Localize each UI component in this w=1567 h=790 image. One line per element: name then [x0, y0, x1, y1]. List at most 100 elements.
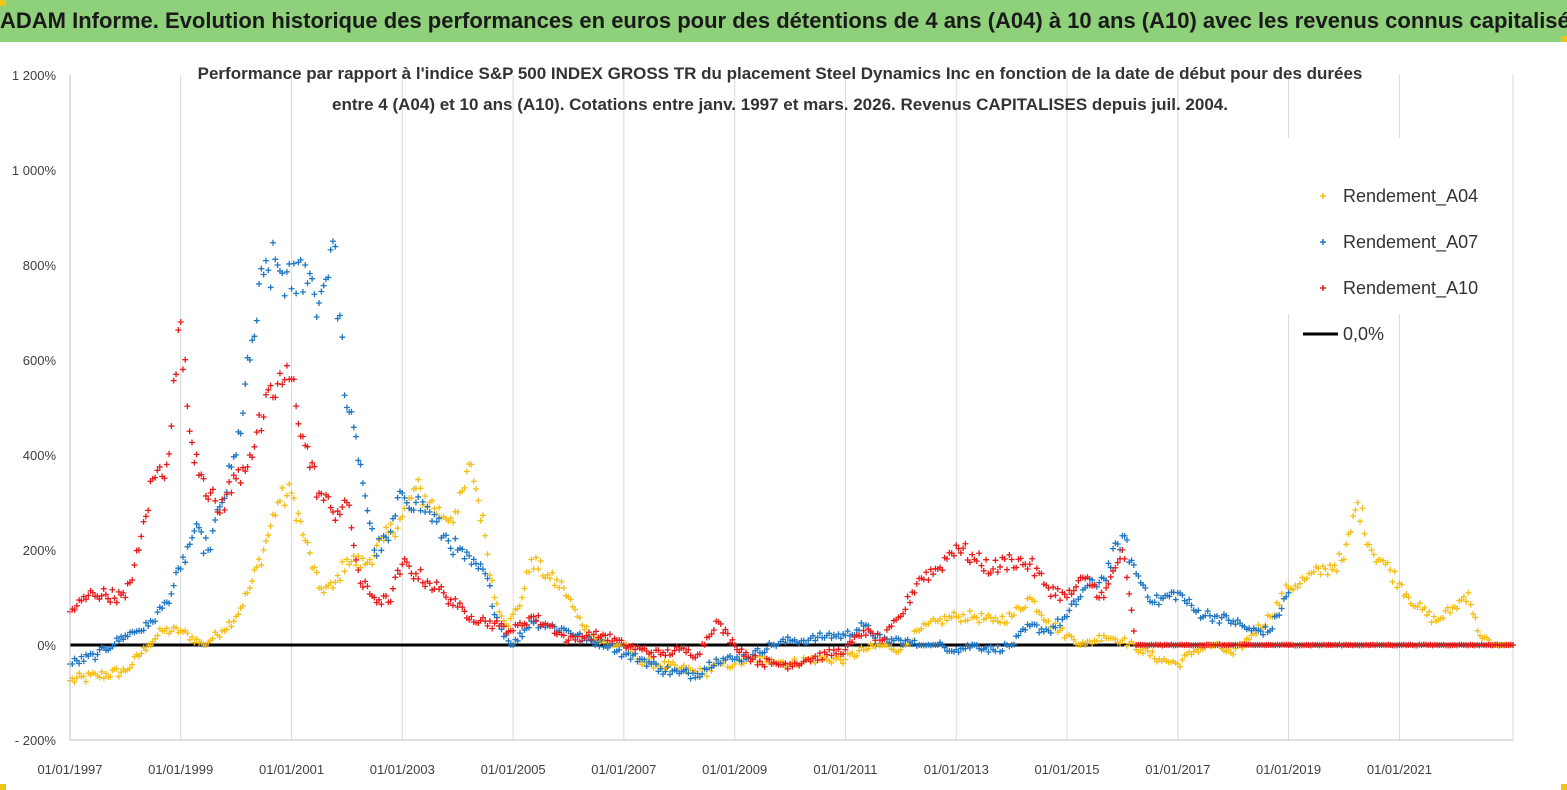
data-point [1329, 566, 1336, 573]
data-point [1147, 652, 1154, 659]
data-point [1207, 612, 1214, 619]
data-point [415, 493, 422, 500]
data-point [198, 528, 205, 535]
data-point [749, 656, 756, 663]
data-point [710, 662, 717, 669]
x-tick-label: 01/01/2007 [591, 762, 656, 777]
data-point [417, 507, 424, 514]
data-point [653, 661, 660, 668]
data-point [83, 596, 90, 603]
data-point [189, 634, 196, 641]
data-point [304, 443, 311, 450]
data-point [1063, 594, 1070, 601]
banner-title: ADAM Informe. Evolution historique des p… [0, 8, 1567, 33]
data-point [403, 499, 410, 506]
legend-label: 0,0% [1343, 324, 1384, 344]
data-point [1354, 499, 1361, 506]
data-point [840, 660, 847, 667]
data-point [666, 671, 673, 678]
data-point [994, 642, 1001, 649]
data-point [717, 660, 724, 667]
data-point [521, 585, 528, 592]
data-point [1123, 536, 1130, 543]
data-point [98, 668, 105, 675]
data-point [1089, 640, 1096, 647]
data-point [927, 566, 934, 573]
data-point [939, 620, 946, 627]
data-point [443, 532, 450, 539]
data-point [382, 534, 389, 541]
data-point [1179, 656, 1186, 663]
legend-label: Rendement_A07 [1343, 232, 1478, 253]
data-point [387, 598, 394, 605]
data-point [576, 614, 583, 621]
data-point [579, 622, 586, 629]
data-point [262, 391, 269, 398]
data-point [461, 484, 468, 491]
data-point [1426, 608, 1433, 615]
data-point [1391, 568, 1398, 575]
data-point [276, 370, 283, 377]
data-point [493, 600, 500, 607]
data-point [962, 645, 969, 652]
data-point [175, 327, 182, 334]
data-point [299, 531, 306, 538]
data-point [1031, 572, 1038, 579]
data-point [355, 553, 362, 560]
x-tick-label: 01/01/1999 [148, 762, 213, 777]
data-point [223, 491, 230, 498]
data-point [103, 670, 110, 677]
data-point [985, 648, 992, 655]
x-tick-label: 01/01/2019 [1256, 762, 1321, 777]
data-point [262, 257, 269, 264]
data-point [486, 571, 493, 578]
data-point [449, 519, 456, 526]
data-point [166, 450, 173, 457]
data-point [696, 651, 703, 658]
legend-marker-rendement-a04 [1320, 193, 1326, 199]
data-point [1486, 636, 1493, 643]
data-point [226, 618, 233, 625]
data-point [830, 646, 837, 653]
data-point [1460, 593, 1467, 600]
data-point [258, 427, 265, 434]
data-point [1026, 561, 1033, 568]
data-point [399, 561, 406, 568]
data-point [89, 589, 96, 596]
data-point [1343, 541, 1350, 548]
corner-marker-bottom-left [0, 784, 6, 790]
data-point [272, 512, 279, 519]
data-point [170, 377, 177, 384]
data-point [179, 554, 186, 561]
data-point [489, 603, 496, 610]
chart-title: Performance par rapport à l'indice S&P 5… [198, 64, 1363, 114]
data-point [874, 630, 881, 637]
x-tick-label: 01/01/2009 [702, 762, 767, 777]
data-point [129, 661, 136, 668]
data-point [496, 608, 503, 615]
data-point [468, 561, 475, 568]
data-point [1285, 589, 1292, 596]
data-point [262, 538, 269, 545]
data-point [514, 637, 521, 644]
data-point [184, 630, 191, 637]
data-point [650, 664, 657, 671]
data-point [1045, 585, 1052, 591]
data-point [219, 496, 226, 503]
data-point [966, 608, 973, 615]
data-point [904, 593, 911, 600]
data-point [78, 597, 85, 604]
data-point [320, 497, 327, 504]
data-point [120, 636, 127, 643]
data-point [1052, 592, 1059, 599]
data-point [1130, 561, 1137, 568]
data-point [782, 639, 789, 646]
legend-label: Rendement_A10 [1343, 278, 1478, 299]
data-point [620, 642, 627, 648]
data-point [193, 520, 200, 527]
chart-title-line-2: entre 4 (A04) et 10 ans (A10). Cotations… [332, 95, 1228, 114]
data-point [549, 623, 556, 630]
data-point [166, 600, 173, 607]
data-point [126, 665, 133, 672]
data-point [445, 537, 452, 544]
